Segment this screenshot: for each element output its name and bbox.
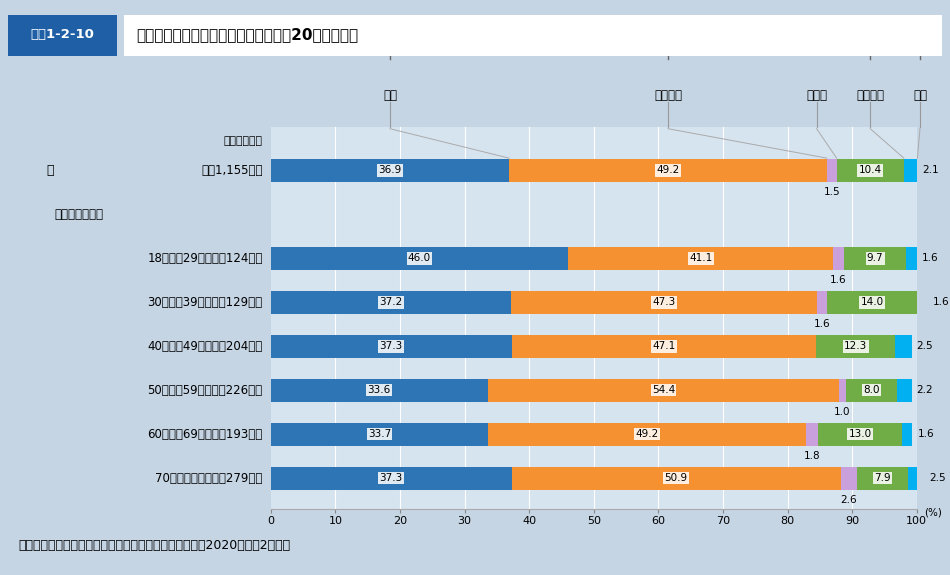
Text: 1.6: 1.6 <box>813 319 830 329</box>
Text: 70　歳　以　上（　279人）: 70 歳 以 上（ 279人） <box>155 472 262 485</box>
Text: 13.0: 13.0 <box>848 429 871 439</box>
Text: 満足: 満足 <box>383 90 397 102</box>
Bar <box>898 379 912 401</box>
Text: やや満足: やや満足 <box>654 90 682 102</box>
Bar <box>833 247 844 270</box>
Text: 46.0: 46.0 <box>408 254 431 263</box>
Bar <box>902 423 912 446</box>
Bar <box>488 423 807 446</box>
Text: 50.9: 50.9 <box>665 473 688 483</box>
Text: 満足（小計）86.1: 満足（小計）86.1 <box>495 20 563 33</box>
Bar <box>817 291 826 314</box>
Text: 2.1: 2.1 <box>922 166 940 175</box>
Text: 37.3: 37.3 <box>380 473 403 483</box>
Bar <box>509 159 826 182</box>
Bar <box>818 423 902 446</box>
Text: 47.1: 47.1 <box>653 341 675 351</box>
Text: 地域での暮らしに対する満足度（人口20万人以上）: 地域での暮らしに対する満足度（人口20万人以上） <box>136 28 358 43</box>
Text: 図表1-2-10: 図表1-2-10 <box>30 28 95 41</box>
Text: 不満: 不満 <box>913 90 927 102</box>
Bar <box>271 291 511 314</box>
Text: 54.4: 54.4 <box>652 385 675 395</box>
Text: 40　～　49　歳（　204人）: 40 ～ 49 歳（ 204人） <box>147 340 262 352</box>
Text: 総: 総 <box>46 164 53 177</box>
Text: 49.2: 49.2 <box>636 429 659 439</box>
Text: 1.5: 1.5 <box>824 187 840 197</box>
Text: 7.9: 7.9 <box>875 473 891 483</box>
Text: 10.4: 10.4 <box>859 166 882 175</box>
Bar <box>271 467 512 489</box>
Bar <box>918 291 928 314</box>
Text: 14.0: 14.0 <box>861 297 884 307</box>
Text: 41.1: 41.1 <box>689 254 712 263</box>
Text: 12.3: 12.3 <box>845 341 867 351</box>
Text: 9.7: 9.7 <box>866 254 884 263</box>
Bar <box>837 159 903 182</box>
Bar <box>846 379 898 401</box>
Bar <box>841 467 857 489</box>
Bar <box>271 379 487 401</box>
Bar <box>896 335 912 358</box>
Bar <box>271 335 512 358</box>
Bar <box>844 247 906 270</box>
Text: 無回答: 無回答 <box>807 90 827 102</box>
Text: 36.9: 36.9 <box>378 166 402 175</box>
Bar <box>271 247 568 270</box>
Bar <box>906 247 917 270</box>
Text: 60　～　69　歳（　193人）: 60 ～ 69 歳（ 193人） <box>147 428 262 440</box>
Bar <box>903 159 918 182</box>
Text: 数（1,155人）: 数（1,155人） <box>201 164 262 177</box>
Text: 8.0: 8.0 <box>864 385 880 395</box>
Text: やや不満: やや不満 <box>856 90 884 102</box>
Text: 1.6: 1.6 <box>830 275 846 285</box>
Text: 30　～　39　歳（　129人）: 30 ～ 39 歳（ 129人） <box>147 296 262 309</box>
Text: 2.2: 2.2 <box>917 385 933 395</box>
Text: ［　年　齢　］: ［ 年 齢 ］ <box>54 208 104 221</box>
Text: 不満（小計）12.5: 不満（小計）12.5 <box>861 20 929 33</box>
Text: 33.7: 33.7 <box>368 429 391 439</box>
Text: 49.2: 49.2 <box>656 166 679 175</box>
Text: 2.5: 2.5 <box>917 341 933 351</box>
Text: 資料：内閣府「地域社会の暮らしに関する世論調査」（2020（令和2）年）: 資料：内閣府「地域社会の暮らしに関する世論調査」（2020（令和2）年） <box>19 539 291 552</box>
Text: 37.3: 37.3 <box>380 341 403 351</box>
Bar <box>8 16 117 56</box>
Bar <box>124 16 942 56</box>
Text: 33.6: 33.6 <box>368 385 390 395</box>
Bar <box>512 335 816 358</box>
Bar <box>271 159 509 182</box>
Bar <box>512 467 841 489</box>
Text: 2.6: 2.6 <box>841 495 857 505</box>
Text: 1.6: 1.6 <box>933 297 949 307</box>
Bar <box>826 159 837 182</box>
Text: 1.6: 1.6 <box>918 429 934 439</box>
Bar <box>511 291 817 314</box>
Text: 2.5: 2.5 <box>930 473 946 483</box>
Text: 18　～　29　歳（　124人）: 18 ～ 29 歳（ 124人） <box>147 252 262 265</box>
Bar <box>908 467 924 489</box>
Bar <box>487 379 839 401</box>
Text: 1.6: 1.6 <box>922 254 939 263</box>
Text: 1.0: 1.0 <box>834 407 850 417</box>
Bar <box>271 423 488 446</box>
Bar <box>826 291 918 314</box>
Bar <box>568 247 833 270</box>
Text: 50　～　59　歳（　226人）: 50 ～ 59 歳（ 226人） <box>147 384 262 397</box>
Text: (%): (%) <box>924 508 941 518</box>
Bar <box>857 467 908 489</box>
Text: 47.3: 47.3 <box>653 297 675 307</box>
Text: （該当者数）: （該当者数） <box>223 136 262 146</box>
Bar <box>816 335 896 358</box>
Bar <box>839 379 846 401</box>
Bar <box>807 423 818 446</box>
Text: 37.2: 37.2 <box>379 297 403 307</box>
Text: 1.8: 1.8 <box>804 451 821 461</box>
